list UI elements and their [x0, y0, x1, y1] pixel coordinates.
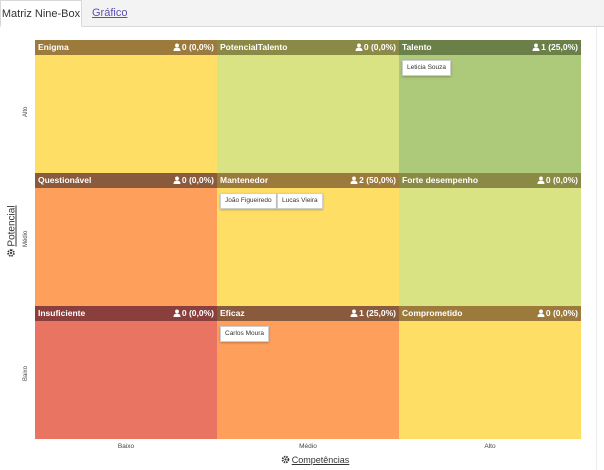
- y-tick-alto: Alto: [23, 106, 29, 117]
- y-axis-title-wrap: Potencial: [4, 200, 20, 270]
- cell-name: Insuficiente: [38, 308, 86, 318]
- cell-header: Mantenedor 2 (50,0%): [217, 173, 399, 188]
- cell-count: 0 (0,0%): [173, 306, 214, 321]
- cell-count: 0 (0,0%): [173, 40, 214, 55]
- cell-name: PotencialTalento: [220, 42, 288, 52]
- cell-eficaz[interactable]: Eficaz 1 (25,0%) Carlos Moura: [217, 306, 399, 439]
- cell-count-text: 1 (25,0%): [359, 308, 396, 318]
- cell-count-text: 0 (0,0%): [181, 308, 214, 318]
- cell-name: Forte desempenho: [402, 175, 479, 185]
- gear-icon: [281, 455, 290, 464]
- cell-header: Eficaz 1 (25,0%): [217, 306, 399, 321]
- cell-header: Talento 1 (25,0%): [399, 40, 581, 55]
- cell-mantenedor[interactable]: Mantenedor 2 (50,0%) João Figueiredo Luca…: [217, 173, 399, 306]
- tab-matriz-nine-box[interactable]: Matriz Nine-Box: [0, 0, 82, 27]
- cell-count-text: 0 (0,0%): [545, 175, 578, 185]
- person-chip-leticia-souza[interactable]: Leticia Souza: [402, 60, 452, 76]
- cell-count-text: 0 (0,0%): [545, 308, 578, 318]
- cell-questionavel[interactable]: Questionável 0 (0,0%): [35, 173, 217, 306]
- cell-count: 0 (0,0%): [173, 173, 214, 188]
- cell-comprometido[interactable]: Comprometido 0 (0,0%): [399, 306, 581, 439]
- x-tick-baixo: Baixo: [117, 443, 135, 450]
- cell-name: Comprometido: [402, 308, 463, 318]
- cell-talento[interactable]: Talento 1 (25,0%) Leticia Souza: [399, 40, 581, 173]
- cell-name: Enigma: [38, 42, 69, 52]
- person-icon: [537, 176, 545, 184]
- person-chip-carlos-moura[interactable]: Carlos Moura: [220, 326, 270, 342]
- cell-count-text: 0 (0,0%): [181, 175, 214, 185]
- person-icon: [355, 43, 363, 51]
- cell-insuficiente[interactable]: Insuficiente 0 (0,0%): [35, 306, 217, 439]
- cell-count: 1 (25,0%): [350, 306, 396, 321]
- y-axis-title[interactable]: Potencial: [7, 192, 18, 272]
- person-icon: [350, 176, 358, 184]
- cell-header: Enigma 0 (0,0%): [35, 40, 217, 55]
- gear-icon: [7, 249, 15, 257]
- x-axis-title[interactable]: Competências: [270, 455, 360, 465]
- cell-count: 0 (0,0%): [537, 306, 578, 321]
- cell-count-text: 0 (0,0%): [363, 42, 396, 52]
- person-icon: [537, 309, 545, 317]
- tab-grafico[interactable]: Gráfico: [92, 7, 128, 19]
- y-tick-baixo: Baixo: [23, 365, 29, 381]
- cell-header: PotencialTalento 0 (0,0%): [217, 40, 399, 55]
- person-icon: [173, 309, 181, 317]
- cell-name: Talento: [402, 42, 432, 52]
- y-axis-title-text[interactable]: Potencial: [6, 205, 18, 247]
- cell-name: Eficaz: [220, 308, 245, 318]
- nine-box-grid: Enigma 0 (0,0%) PotencialTalento 0 (0,0%) …: [35, 40, 581, 439]
- cell-count-text: 1 (25,0%): [541, 42, 578, 52]
- cell-header: Questionável 0 (0,0%): [35, 173, 217, 188]
- cell-count: 0 (0,0%): [537, 173, 578, 188]
- cell-count: 0 (0,0%): [355, 40, 396, 55]
- person-chip-joao-figueiredo[interactable]: João Figueiredo: [220, 193, 277, 209]
- right-border: [596, 27, 597, 470]
- cell-header: Comprometido 0 (0,0%): [399, 306, 581, 321]
- cell-count-text: 2 (50,0%): [359, 175, 396, 185]
- person-chip-lucas-vieira[interactable]: Lucas Vieira: [277, 193, 323, 209]
- tab-bar: Matriz Nine-Box Gráfico: [0, 0, 604, 27]
- person-icon: [173, 43, 181, 51]
- cell-count: 2 (50,0%): [350, 173, 396, 188]
- cell-name: Mantenedor: [220, 175, 269, 185]
- cell-potencial-talento[interactable]: PotencialTalento 0 (0,0%): [217, 40, 399, 173]
- cell-enigma[interactable]: Enigma 0 (0,0%): [35, 40, 217, 173]
- cell-header: Forte desempenho 0 (0,0%): [399, 173, 581, 188]
- x-tick-alto: Alto: [484, 443, 496, 450]
- cell-count: 1 (25,0%): [532, 40, 578, 55]
- x-tick-medio: Médio: [299, 443, 317, 450]
- cell-header: Insuficiente 0 (0,0%): [35, 306, 217, 321]
- person-icon: [173, 176, 181, 184]
- cell-name: Questionável: [38, 175, 92, 185]
- person-icon: [532, 43, 540, 51]
- cell-forte-desempenho[interactable]: Forte desempenho 0 (0,0%): [399, 173, 581, 306]
- y-tick-medio: Médio: [23, 230, 29, 247]
- x-axis-title-text[interactable]: Competências: [291, 455, 350, 465]
- cell-count-text: 0 (0,0%): [181, 42, 214, 52]
- person-icon: [350, 309, 358, 317]
